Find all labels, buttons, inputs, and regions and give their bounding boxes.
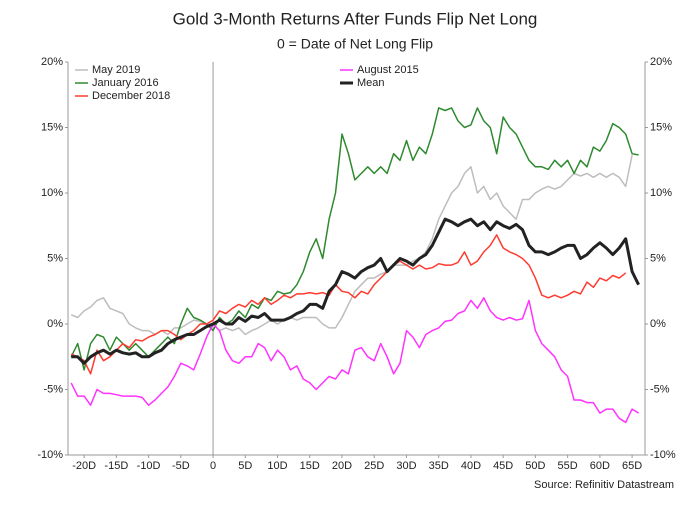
x-tick-label: 35D (429, 460, 449, 472)
chart-subtitle: 0 = Date of Net Long Flip (277, 36, 433, 52)
y-tick-label: 5% (47, 252, 63, 264)
chart-title: Gold 3-Month Returns After Funds Flip Ne… (173, 9, 538, 28)
x-tick-label: -10D (137, 460, 161, 472)
x-tick-label: 60D (590, 460, 610, 472)
y2-tick-label: 20% (650, 56, 672, 68)
source: Source: Refinitiv Datastream (534, 479, 674, 491)
y-tick-label: 15% (41, 121, 63, 133)
series-line (70, 234, 627, 375)
legend-label: January 2016 (92, 77, 159, 89)
x-tick-label: 0 (210, 460, 216, 472)
legend-label: May 2019 (92, 64, 140, 76)
y2-tick-label: -10% (650, 449, 676, 461)
x-tick-label: 15D (300, 460, 320, 472)
x-tick-label: -5D (172, 460, 190, 472)
x-tick-label: 5D (238, 460, 252, 472)
y-tick-label: 0% (47, 318, 63, 330)
x-tick-label: 10D (267, 460, 287, 472)
y2-tick-label: 15% (650, 121, 672, 133)
y-tick-label: -10% (37, 449, 63, 461)
legend-label: August 2015 (357, 64, 419, 76)
x-tick-label: 45D (493, 460, 513, 472)
x-tick-label: 65D (622, 460, 642, 472)
y2-tick-label: 10% (650, 187, 672, 199)
y-tick-label: 10% (41, 187, 63, 199)
x-tick-label: -20D (72, 460, 96, 472)
series-line (70, 297, 639, 424)
legend-label: Mean (357, 77, 385, 89)
x-tick-label: -15D (104, 460, 128, 472)
series-line (70, 107, 639, 371)
y-tick-label: -5% (43, 383, 63, 395)
series-line (70, 154, 633, 336)
legend-label: December 2018 (92, 90, 170, 102)
y-tick-label: 20% (41, 56, 63, 68)
y2-tick-label: 5% (650, 252, 666, 264)
x-tick-label: 20D (332, 460, 352, 472)
x-tick-label: 30D (396, 460, 416, 472)
series-line (71, 217, 640, 365)
x-tick-label: 40D (461, 460, 481, 472)
x-tick-label: 25D (364, 460, 384, 472)
y2-tick-label: 0% (650, 318, 666, 330)
x-tick-label: 50D (525, 460, 545, 472)
x-tick-label: 55D (558, 460, 578, 472)
y2-tick-label: -5% (650, 383, 670, 395)
